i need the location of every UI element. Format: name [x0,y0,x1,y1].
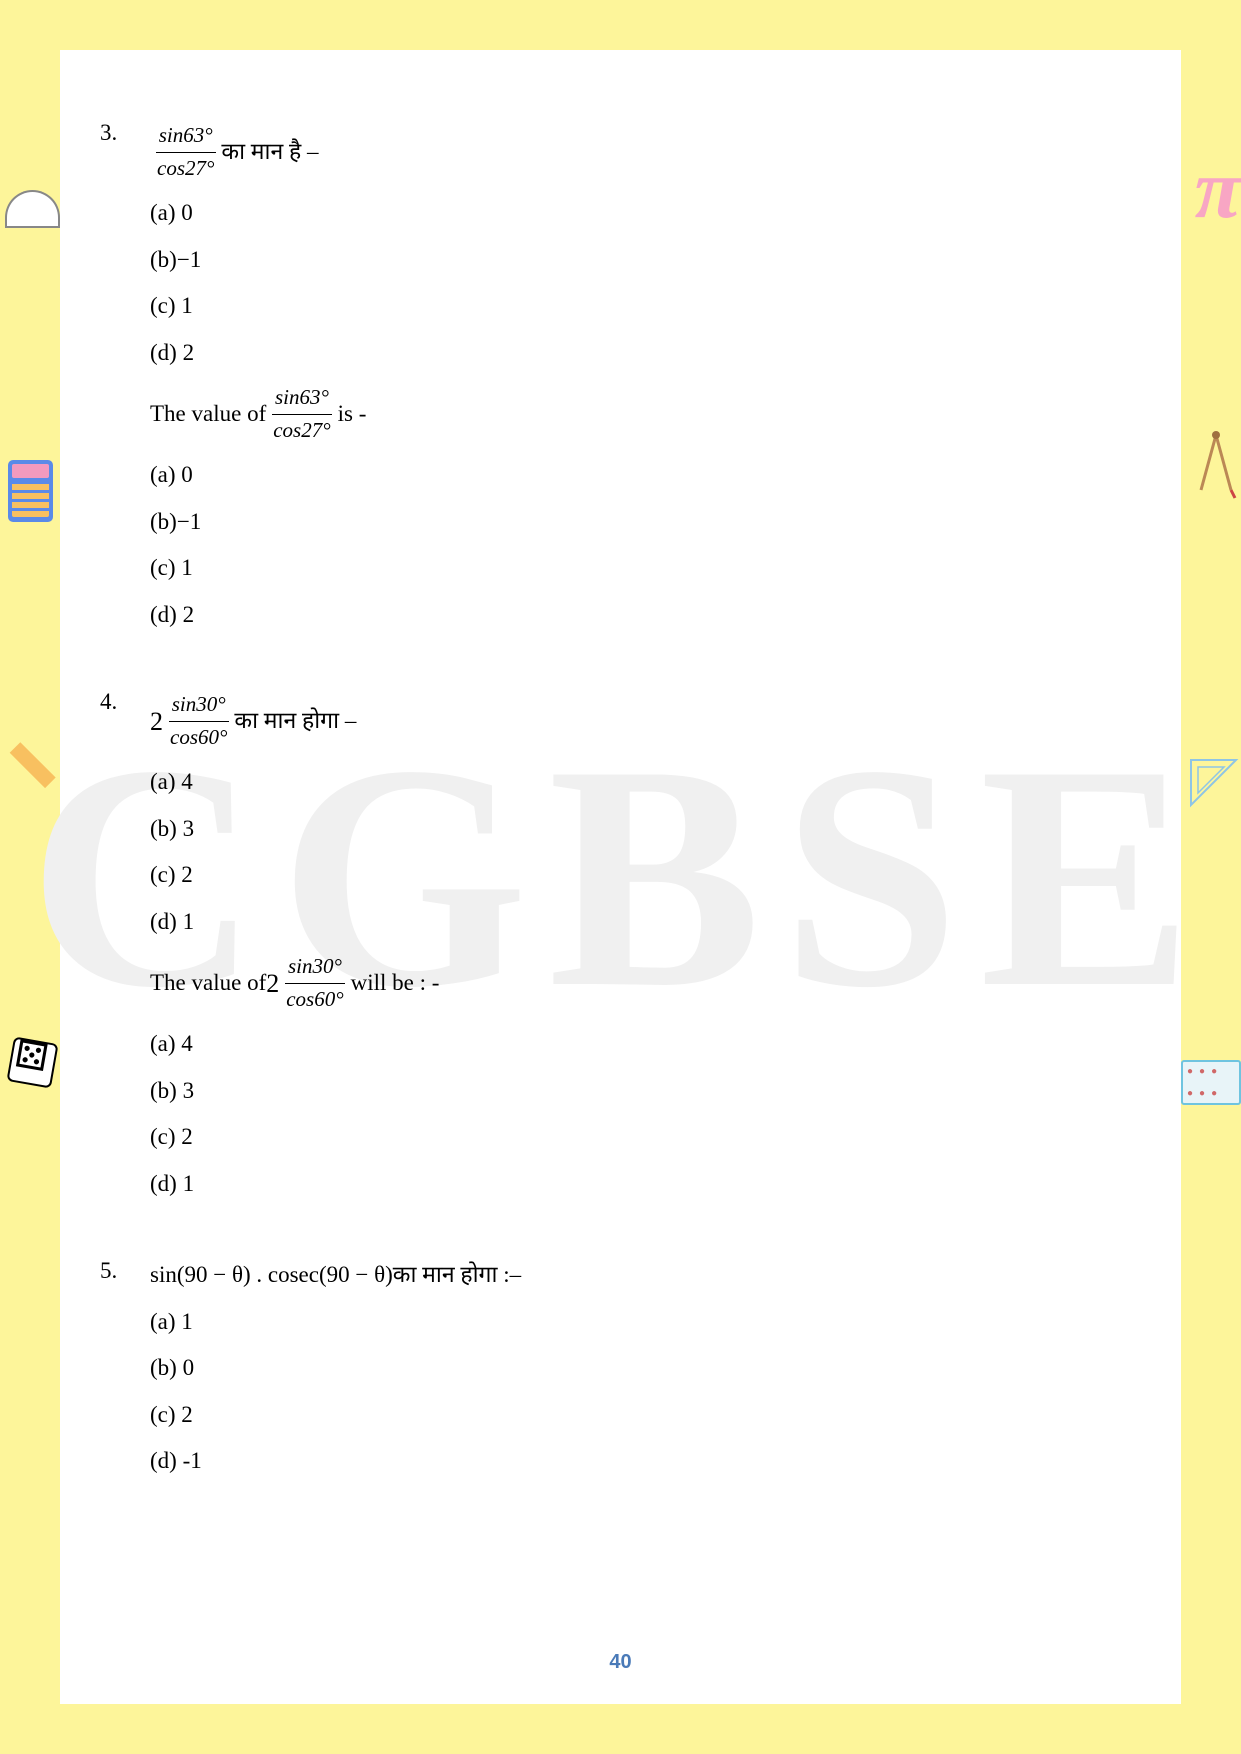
fraction: sin63° cos27° [270,382,333,446]
option-a: (a) 4 [150,765,1141,800]
question-english-stem: The value of 2 sin30° cos60° will be : - [150,951,1141,1015]
option-b: (b)−1 [150,243,1141,278]
question-body: sin63° cos27° का मान है – (a) 0 (b)−1 (c… [150,120,1141,644]
fraction: sin30° cos60° [167,689,230,753]
numerator: sin30° [169,689,229,722]
option-d-en: (d) 1 [150,1167,1141,1202]
content-area: 3. sin63° cos27° का मान है – (a) 0 (b)−1… [60,50,1181,1576]
option-d: (d) 2 [150,336,1141,371]
denominator: cos60° [283,984,346,1016]
option-a-en: (a) 0 [150,458,1141,493]
hindi-tail: का मान होगा :– [393,1258,521,1293]
question-body: sin(90 − θ) . cosec(90 − θ) का मान होगा … [150,1258,1141,1491]
option-a: (a) 1 [150,1305,1141,1340]
option-d-en: (d) 2 [150,598,1141,633]
pi-icon: π [1195,140,1241,238]
option-b: (b) 0 [150,1351,1141,1386]
question-number: 3. [100,120,150,644]
coefficient: 2 [150,702,163,741]
question-number: 4. [100,689,150,1213]
denominator: cos27° [270,415,333,447]
english-tail: will be : - [351,966,440,1001]
english-lead: The value of [150,966,266,1001]
question-4: 4. 2 sin30° cos60° का मान होगा – (a) 4 (… [100,689,1141,1213]
option-c: (c) 2 [150,858,1141,893]
compass-icon [1191,430,1241,500]
option-c-en: (c) 1 [150,551,1141,586]
question-3: 3. sin63° cos27° का मान है – (a) 0 (b)−1… [100,120,1141,644]
hindi-tail: का मान है – [221,135,318,170]
option-c-en: (c) 2 [150,1120,1141,1155]
page-container: CGBSE 3. sin63° cos27° का मान है – (a) 0… [60,50,1181,1704]
fraction: sin30° cos60° [283,951,346,1015]
question-hindi-stem: 2 sin30° cos60° का मान होगा – [150,689,1141,753]
option-b-en: (b) 3 [150,1074,1141,1109]
question-body: 2 sin30° cos60° का मान होगा – (a) 4 (b) … [150,689,1141,1213]
abacus-icon [1181,1060,1241,1105]
fraction: sin63° cos27° [154,120,217,184]
set-square-icon [1186,755,1241,810]
calculator-icon [8,460,53,522]
page-number: 40 [60,1651,1181,1674]
english-tail: is - [338,397,367,432]
numerator: sin63° [156,120,216,153]
option-a-en: (a) 4 [150,1027,1141,1062]
option-b-en: (b)−1 [150,505,1141,540]
option-b: (b) 3 [150,812,1141,847]
numerator: sin63° [272,382,332,415]
protractor-icon [5,190,60,228]
dice-icon [6,1036,58,1088]
option-c: (c) 1 [150,289,1141,324]
denominator: cos60° [167,722,230,754]
question-hindi-stem: sin(90 − θ) . cosec(90 − θ) का मान होगा … [150,1258,1141,1293]
option-d: (d) -1 [150,1444,1141,1479]
option-c: (c) 2 [150,1398,1141,1433]
coefficient: 2 [266,964,279,1003]
expression: sin(90 − θ) . cosec(90 − θ) [150,1258,393,1293]
question-hindi-stem: sin63° cos27° का मान है – [150,120,1141,184]
denominator: cos27° [154,153,217,185]
numerator: sin30° [285,951,345,984]
ruler-icon [10,742,56,788]
question-number: 5. [100,1258,150,1491]
question-english-stem: The value of sin63° cos27° is - [150,382,1141,446]
hindi-tail: का मान होगा – [234,704,356,739]
question-5: 5. sin(90 − θ) . cosec(90 − θ) का मान हो… [100,1258,1141,1491]
english-lead: The value of [150,397,266,432]
option-a: (a) 0 [150,196,1141,231]
option-d: (d) 1 [150,905,1141,940]
